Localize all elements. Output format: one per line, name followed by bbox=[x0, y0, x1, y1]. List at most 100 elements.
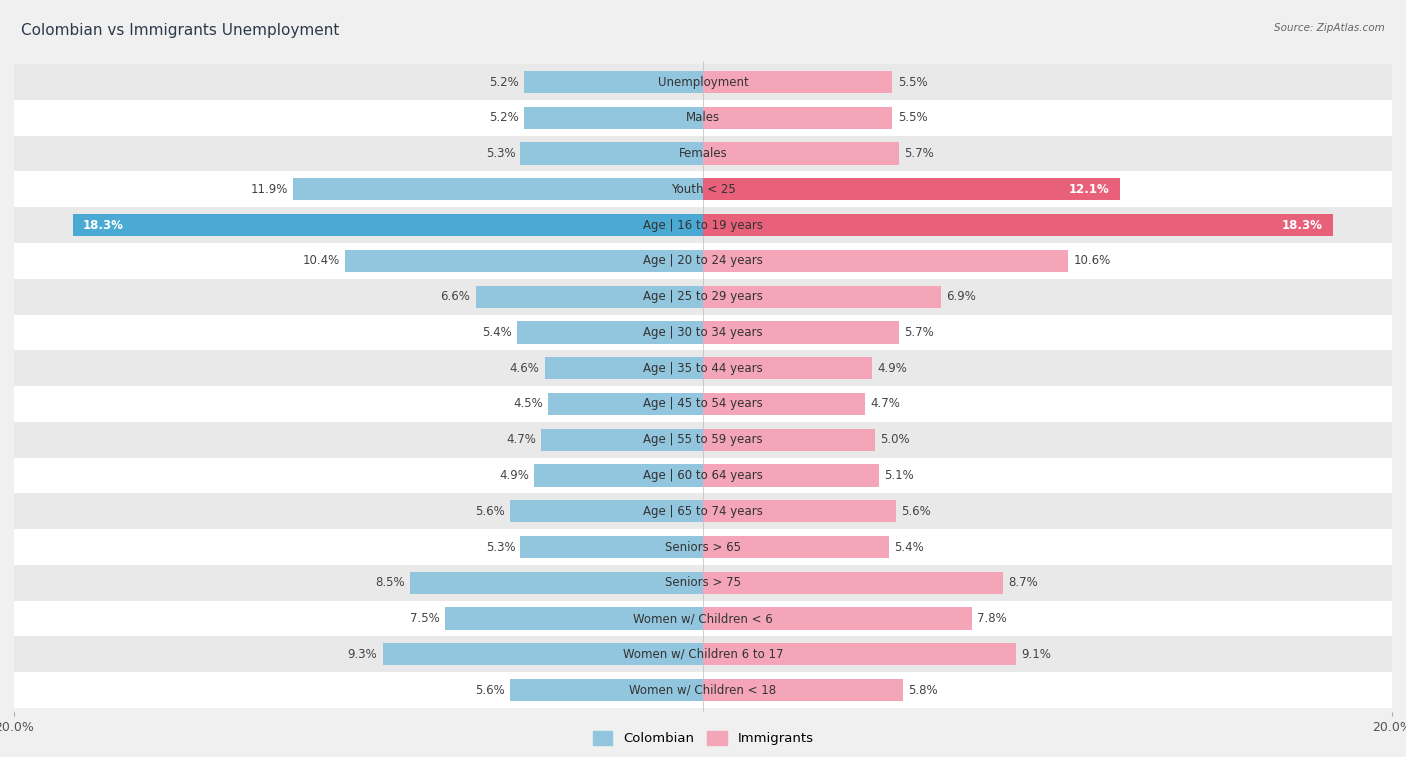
Text: 10.6%: 10.6% bbox=[1073, 254, 1111, 267]
Text: 9.3%: 9.3% bbox=[347, 648, 377, 661]
Text: Age | 30 to 34 years: Age | 30 to 34 years bbox=[643, 326, 763, 339]
Bar bbox=[14, 672, 1392, 708]
Bar bbox=[14, 565, 1392, 601]
Text: 5.3%: 5.3% bbox=[485, 147, 515, 160]
Bar bbox=[14, 243, 1392, 279]
Bar bbox=[14, 637, 1392, 672]
Bar bbox=[14, 422, 1392, 458]
Bar bbox=[14, 279, 1392, 314]
Text: 10.4%: 10.4% bbox=[302, 254, 340, 267]
Text: 18.3%: 18.3% bbox=[1282, 219, 1323, 232]
Text: 5.4%: 5.4% bbox=[482, 326, 512, 339]
Bar bbox=[14, 601, 1392, 637]
Bar bbox=[510, 500, 703, 522]
Text: Females: Females bbox=[679, 147, 727, 160]
Text: 5.3%: 5.3% bbox=[485, 540, 515, 553]
Text: 12.1%: 12.1% bbox=[1069, 183, 1109, 196]
Text: Males: Males bbox=[686, 111, 720, 124]
Bar bbox=[703, 250, 1069, 272]
Bar bbox=[475, 285, 703, 308]
Text: Age | 55 to 59 years: Age | 55 to 59 years bbox=[643, 433, 763, 446]
Bar bbox=[524, 71, 703, 93]
Text: 4.7%: 4.7% bbox=[506, 433, 536, 446]
Bar bbox=[14, 458, 1392, 494]
Bar bbox=[14, 529, 1392, 565]
Text: Unemployment: Unemployment bbox=[658, 76, 748, 89]
Text: 5.7%: 5.7% bbox=[904, 147, 934, 160]
Bar bbox=[520, 142, 703, 165]
Bar bbox=[292, 178, 703, 201]
Bar bbox=[703, 500, 896, 522]
Text: Women w/ Children 6 to 17: Women w/ Children 6 to 17 bbox=[623, 648, 783, 661]
Bar bbox=[411, 572, 703, 594]
Bar bbox=[703, 643, 1017, 665]
Bar bbox=[703, 464, 879, 487]
Bar bbox=[703, 572, 1002, 594]
Text: 18.3%: 18.3% bbox=[83, 219, 124, 232]
Text: 5.6%: 5.6% bbox=[475, 684, 505, 696]
Bar bbox=[444, 607, 703, 630]
Bar bbox=[382, 643, 703, 665]
Bar bbox=[703, 321, 900, 344]
Bar bbox=[703, 285, 941, 308]
Bar bbox=[14, 314, 1392, 350]
Bar bbox=[544, 357, 703, 379]
Bar bbox=[510, 679, 703, 701]
Text: Age | 35 to 44 years: Age | 35 to 44 years bbox=[643, 362, 763, 375]
Bar bbox=[14, 386, 1392, 422]
Text: Women w/ Children < 6: Women w/ Children < 6 bbox=[633, 612, 773, 625]
Text: Colombian vs Immigrants Unemployment: Colombian vs Immigrants Unemployment bbox=[21, 23, 339, 38]
Text: 4.5%: 4.5% bbox=[513, 397, 543, 410]
Bar bbox=[14, 350, 1392, 386]
Text: 4.9%: 4.9% bbox=[877, 362, 907, 375]
Text: Seniors > 75: Seniors > 75 bbox=[665, 576, 741, 589]
Text: 5.7%: 5.7% bbox=[904, 326, 934, 339]
Text: 5.6%: 5.6% bbox=[475, 505, 505, 518]
Text: 5.2%: 5.2% bbox=[489, 111, 519, 124]
Text: Age | 65 to 74 years: Age | 65 to 74 years bbox=[643, 505, 763, 518]
Text: 7.5%: 7.5% bbox=[409, 612, 440, 625]
Bar bbox=[703, 428, 875, 451]
Text: 5.0%: 5.0% bbox=[880, 433, 910, 446]
Legend: Colombian, Immigrants: Colombian, Immigrants bbox=[588, 726, 818, 750]
Bar bbox=[703, 679, 903, 701]
Text: Youth < 25: Youth < 25 bbox=[671, 183, 735, 196]
Text: 4.6%: 4.6% bbox=[509, 362, 540, 375]
Text: Age | 25 to 29 years: Age | 25 to 29 years bbox=[643, 290, 763, 303]
Text: 5.6%: 5.6% bbox=[901, 505, 931, 518]
Bar bbox=[703, 71, 893, 93]
Text: Age | 20 to 24 years: Age | 20 to 24 years bbox=[643, 254, 763, 267]
Bar bbox=[344, 250, 703, 272]
Bar bbox=[517, 321, 703, 344]
Bar bbox=[703, 393, 865, 415]
Bar bbox=[703, 142, 900, 165]
Text: 6.6%: 6.6% bbox=[440, 290, 471, 303]
Text: 6.9%: 6.9% bbox=[946, 290, 976, 303]
Text: 5.1%: 5.1% bbox=[884, 469, 914, 482]
Text: 7.8%: 7.8% bbox=[977, 612, 1007, 625]
Bar bbox=[14, 64, 1392, 100]
Bar bbox=[14, 136, 1392, 171]
Text: 8.7%: 8.7% bbox=[1008, 576, 1038, 589]
Bar bbox=[703, 607, 972, 630]
Bar bbox=[534, 464, 703, 487]
Text: Age | 60 to 64 years: Age | 60 to 64 years bbox=[643, 469, 763, 482]
Text: Source: ZipAtlas.com: Source: ZipAtlas.com bbox=[1274, 23, 1385, 33]
Bar bbox=[14, 207, 1392, 243]
Bar bbox=[703, 357, 872, 379]
Bar bbox=[524, 107, 703, 129]
Text: 11.9%: 11.9% bbox=[250, 183, 288, 196]
Bar bbox=[14, 494, 1392, 529]
Text: 5.4%: 5.4% bbox=[894, 540, 924, 553]
Text: Seniors > 65: Seniors > 65 bbox=[665, 540, 741, 553]
Text: Age | 45 to 54 years: Age | 45 to 54 years bbox=[643, 397, 763, 410]
Bar bbox=[703, 178, 1119, 201]
Text: 9.1%: 9.1% bbox=[1022, 648, 1052, 661]
Bar bbox=[520, 536, 703, 558]
Bar bbox=[703, 214, 1333, 236]
Text: 4.7%: 4.7% bbox=[870, 397, 900, 410]
Bar bbox=[73, 214, 703, 236]
Text: 5.8%: 5.8% bbox=[908, 684, 938, 696]
Text: 5.5%: 5.5% bbox=[897, 111, 927, 124]
Bar bbox=[14, 100, 1392, 136]
